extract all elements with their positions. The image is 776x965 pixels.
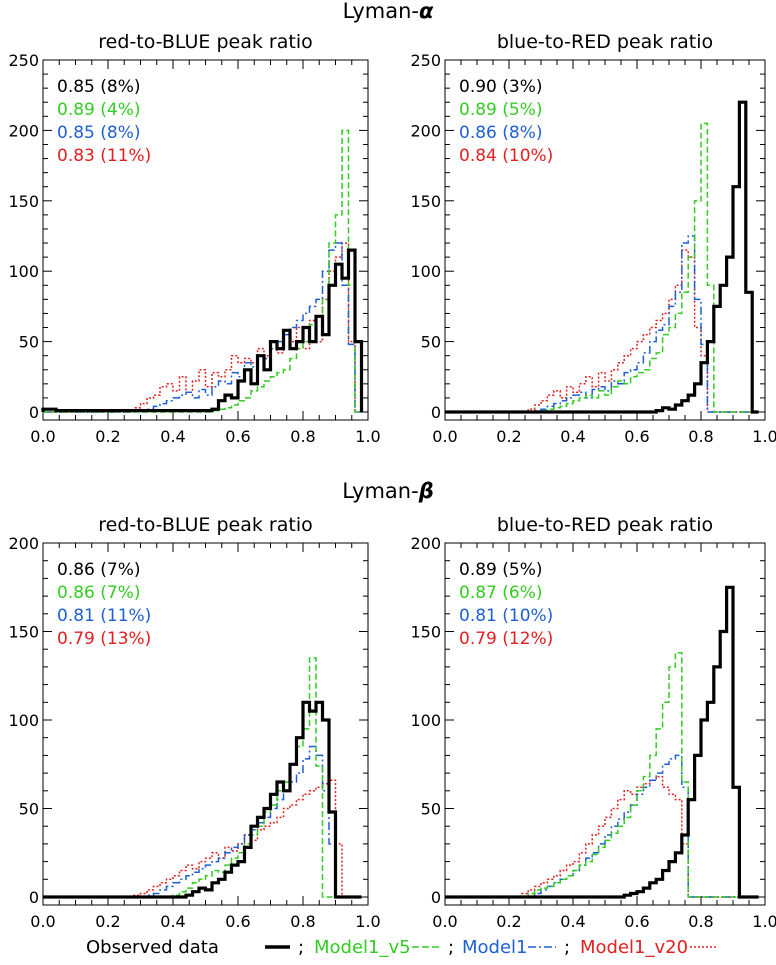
stat-model1-v20: 0.83 (11%) — [57, 146, 151, 166]
histogram-model1-v5 — [445, 122, 759, 413]
y-tick-label: 100 — [8, 711, 39, 730]
histogram-model1-v5 — [445, 651, 759, 898]
x-tick-label: 0.6 — [624, 427, 649, 446]
panel-3: red-to-BLUE peak ratio 0.0 0.2 0.4 0.6 0.8 1.0… — [8, 514, 380, 931]
y-tick-label: 150 — [410, 192, 441, 211]
histogram-model1-v20 — [43, 242, 362, 413]
stat-observed: 0.90 (3%) — [459, 77, 543, 97]
stat-model1-v5: 0.86 (7%) — [57, 583, 141, 603]
y-tick-label: 0 — [29, 888, 39, 907]
histogram-observed — [43, 700, 362, 899]
legend-label-model1: Model1 — [462, 937, 528, 958]
histogram-model1 — [445, 754, 759, 898]
y-tick-label: 200 — [8, 121, 39, 140]
histogram-observed — [41, 248, 364, 413]
x-tick-label: 0.0 — [30, 427, 55, 446]
stat-observed: 0.86 (7%) — [57, 560, 141, 580]
histogram-observed — [445, 585, 759, 899]
y-tick-label: 50 — [421, 800, 441, 819]
histogram-observed — [445, 100, 759, 414]
y-tick-label: 200 — [410, 534, 441, 553]
panel-2: blue-to-RED peak ratio 0.0 0.2 0.4 0.6 0.8 1.0… — [410, 31, 776, 446]
y-tick-label: 0 — [431, 403, 441, 422]
y-tick-label: 100 — [8, 262, 39, 281]
x-tick-label: 0.8 — [688, 912, 713, 931]
panel-title: red-to-BLUE peak ratio — [98, 514, 312, 536]
x-tick-label: 0.0 — [30, 912, 55, 931]
x-tick-label: 1.0 — [752, 912, 776, 931]
y-tick-label: 0 — [431, 888, 441, 907]
x-tick-label: 0.8 — [290, 912, 315, 931]
legend-separator-3: ; — [564, 937, 570, 958]
panel-title: blue-to-RED peak ratio — [497, 514, 713, 536]
x-tick-label: 1.0 — [752, 427, 776, 446]
y-tick-label: 50 — [421, 333, 441, 352]
x-tick-label: 0.4 — [160, 912, 185, 931]
x-tick-label: 0.0 — [432, 427, 457, 446]
stat-model1-v20: 0.79 (12%) — [459, 629, 553, 649]
x-tick-label: 0.6 — [624, 912, 649, 931]
legend-label-observed: Observed data — [86, 937, 219, 958]
legend-label-model1-v5: Model1_v5 — [314, 937, 411, 958]
stat-model1-v5: 0.87 (6%) — [459, 583, 543, 603]
stat-model1: 0.86 (8%) — [459, 123, 543, 143]
x-tick-label: 0.6 — [225, 427, 250, 446]
histogram-model1 — [43, 745, 362, 898]
legend: Observed data ; Model1_v5 ; Model1 ; Mod… — [86, 937, 718, 958]
x-tick-label: 0.4 — [560, 912, 585, 931]
y-tick-label: 50 — [19, 800, 39, 819]
x-tick-label: 0.4 — [560, 427, 585, 446]
y-tick-label: 250 — [410, 51, 441, 70]
panel-4: blue-to-RED peak ratio 0.0 0.2 0.4 0.6 0.8 1.0… — [410, 514, 776, 931]
y-tick-label: 200 — [8, 534, 39, 553]
histogram-model1-v20 — [445, 249, 759, 413]
x-tick-label: 0.2 — [95, 427, 120, 446]
panel-title: blue-to-RED peak ratio — [497, 31, 713, 53]
y-tick-label: 200 — [410, 121, 441, 140]
panel-title: red-to-BLUE peak ratio — [98, 31, 312, 53]
section-title-lyman-alpha: Lyman-α — [343, 0, 434, 23]
histogram-model1-v20 — [445, 775, 759, 898]
y-tick-label: 0 — [29, 403, 39, 422]
stat-model1: 0.85 (8%) — [57, 123, 141, 143]
y-tick-label: 100 — [410, 711, 441, 730]
y-tick-label: 150 — [8, 623, 39, 642]
legend-label-model1-v20: Model1_v20 — [580, 937, 688, 958]
stat-model1-v5: 0.89 (5%) — [459, 100, 543, 120]
y-tick-label: 150 — [410, 623, 441, 642]
stat-model1-v20: 0.84 (10%) — [459, 146, 553, 166]
stat-observed: 0.85 (8%) — [57, 77, 141, 97]
histogram-model1 — [43, 242, 362, 413]
panel-1: red-to-BLUE peak ratio 0.0 0.2 0.4 0.6 0.8 1.0… — [8, 31, 380, 446]
x-tick-label: 1.0 — [355, 427, 380, 446]
stat-observed: 0.89 (5%) — [459, 560, 543, 580]
stat-model1-v5: 0.89 (4%) — [57, 100, 141, 120]
x-tick-label: 0.4 — [160, 427, 185, 446]
x-tick-label: 0.2 — [496, 912, 521, 931]
y-tick-label: 50 — [19, 333, 39, 352]
stat-model1: 0.81 (11%) — [57, 606, 151, 626]
y-tick-label: 100 — [410, 262, 441, 281]
x-tick-label: 0.2 — [95, 912, 120, 931]
section-title-lyman-beta: Lyman-β — [342, 479, 433, 503]
stat-model1: 0.81 (10%) — [459, 606, 553, 626]
x-tick-label: 0.8 — [688, 427, 713, 446]
y-tick-label: 250 — [8, 51, 39, 70]
x-tick-label: 0.6 — [225, 912, 250, 931]
x-tick-label: 1.0 — [355, 912, 380, 931]
legend-separator-2: ; — [448, 937, 454, 958]
x-tick-label: 0.0 — [432, 912, 457, 931]
y-tick-label: 150 — [8, 192, 39, 211]
stat-model1-v20: 0.79 (13%) — [57, 629, 151, 649]
histogram-model1 — [445, 235, 759, 413]
x-tick-label: 0.8 — [290, 427, 315, 446]
legend-separator-1: ; — [298, 937, 304, 958]
histogram-model1-v5 — [43, 129, 362, 413]
x-tick-label: 0.2 — [496, 427, 521, 446]
